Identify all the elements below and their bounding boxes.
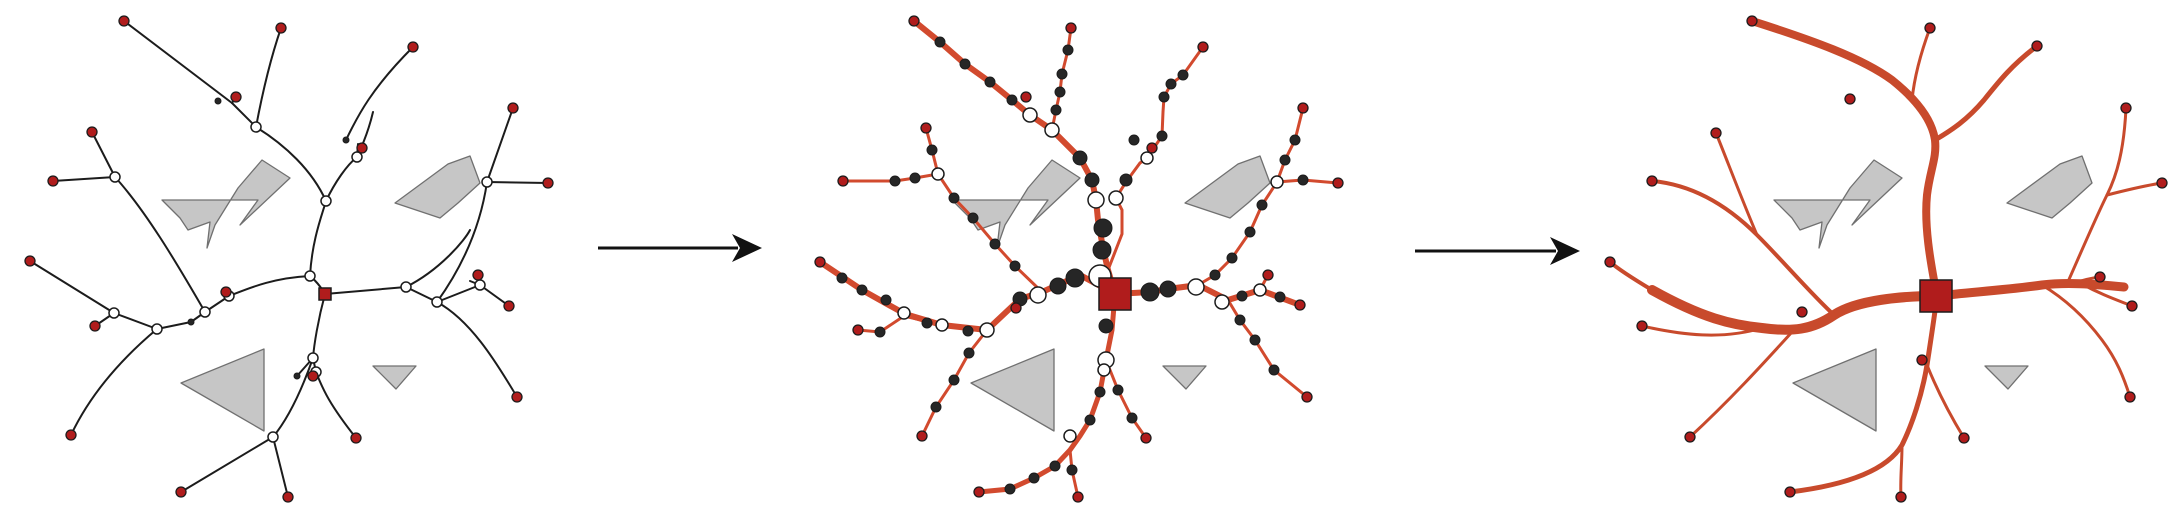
arrow-icon <box>598 234 762 262</box>
steiner-points <box>108 121 493 443</box>
root-node <box>1098 277 1132 311</box>
flow-lines <box>1608 17 2164 499</box>
arrow-icon <box>1415 237 1580 265</box>
subdivision-nodes <box>836 36 1309 495</box>
root-node <box>318 287 332 301</box>
panel-subdivided-tree <box>814 15 1344 503</box>
root-node <box>1919 279 1953 313</box>
terminals <box>24 15 554 503</box>
panel-input-tree <box>24 15 554 503</box>
flow-edges <box>817 18 1339 498</box>
terminals <box>1604 15 2168 503</box>
terminals <box>814 15 1344 503</box>
junction-dots <box>187 97 350 380</box>
panel-flow-map <box>1604 15 2168 503</box>
tree-edges <box>29 20 549 498</box>
